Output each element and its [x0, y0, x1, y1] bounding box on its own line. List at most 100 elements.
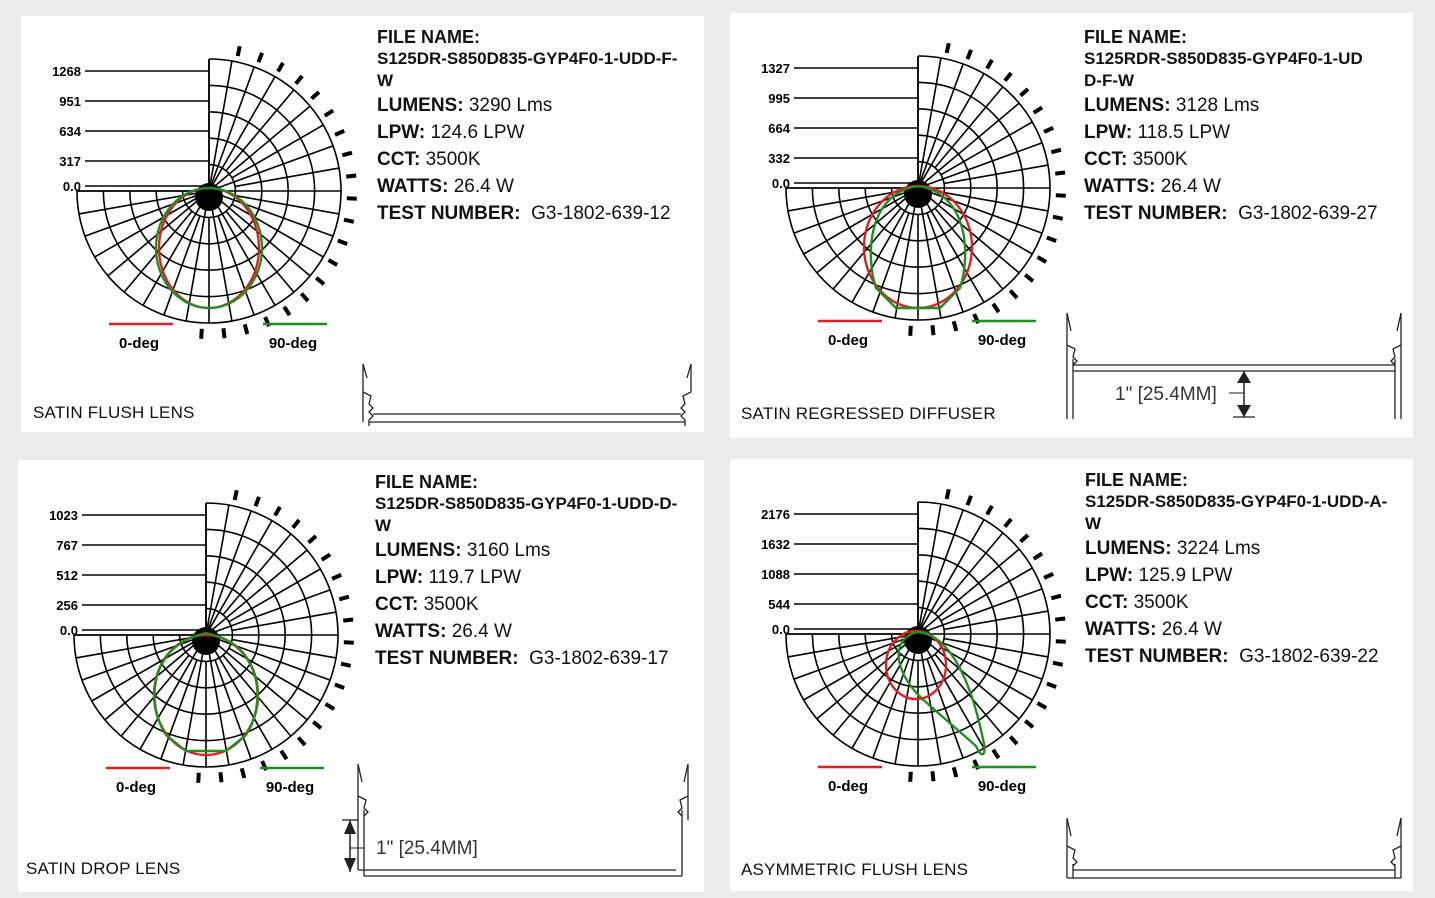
angle-label-mark — [965, 49, 973, 60]
angle-label-mark — [930, 325, 936, 336]
angle-label-mark — [282, 305, 292, 317]
scale-label: 0.0 — [63, 179, 81, 194]
angle-label-mark — [1055, 170, 1066, 176]
angle-label-mark — [235, 45, 242, 57]
lumens-value: 3224 Lms — [1176, 538, 1261, 559]
grid-spoke — [922, 548, 1020, 631]
curve-90-deg — [869, 184, 967, 310]
angle-label-mark — [1050, 593, 1062, 601]
grid-spoke — [918, 503, 942, 629]
distribution-curves — [862, 184, 974, 310]
angle-label-mark — [1046, 681, 1057, 689]
lpw-value: 118.5 LPW — [1137, 122, 1231, 143]
file-name-value: S125DR-S850D835-GYP4F0-1-UDD-F-W — [377, 49, 678, 90]
angle-label-mark — [327, 258, 339, 267]
grid-spoke — [231, 638, 337, 659]
angle-label-mark — [334, 682, 345, 690]
grid-ring — [76, 58, 342, 324]
polar-grid — [76, 58, 342, 324]
angle-label-mark — [908, 771, 913, 782]
angle-label-mark — [341, 150, 353, 158]
angle-label-mark — [239, 767, 247, 779]
grid-spoke — [919, 63, 964, 183]
scale-label: 634 — [59, 124, 81, 139]
grid-ring — [811, 81, 1025, 295]
lpw-value: 124.6 LPW — [430, 122, 525, 143]
angle-label-mark — [323, 108, 335, 118]
watts-value: 26.4 W — [1160, 176, 1221, 197]
lens-caption: SATIN DROP LENS — [26, 859, 181, 878]
angle-label-mark — [1019, 533, 1030, 544]
legend-label-90-deg: 90-deg — [269, 335, 317, 352]
grid-spoke — [923, 142, 1043, 187]
grid-spoke — [231, 611, 337, 632]
angle-label-mark — [1032, 551, 1044, 561]
polar-candela-diagram: 1023 767 512 256 0.0 0-deg 90-deg — [49, 489, 354, 796]
legend-label-90-deg: 90-deg — [266, 779, 314, 796]
angle-label-mark — [1019, 87, 1030, 98]
grid-spoke — [207, 510, 252, 630]
legend-label-0-deg: 0-deg — [119, 335, 159, 352]
lumens-row: LUMENS: 3160 Lms — [375, 540, 551, 561]
angle-label-mark — [343, 617, 354, 623]
grid-spoke — [81, 636, 201, 681]
polar-grid — [73, 502, 339, 768]
grid-spoke — [211, 195, 276, 306]
grid-spoke — [211, 76, 276, 187]
grid-spoke — [816, 637, 914, 720]
cct-value: 3500K — [425, 149, 481, 170]
angle-label-mark — [256, 52, 264, 63]
angle-label-mark — [1008, 735, 1019, 746]
grid-spoke — [228, 568, 321, 623]
angle-label-mark — [324, 702, 336, 711]
grid-spoke — [231, 124, 324, 179]
test-number-value: G3-1802-639-27 — [1238, 203, 1378, 224]
grid-spoke — [214, 145, 334, 190]
watts-row: WATTS: 26.4 W — [375, 621, 512, 642]
scale-label: 0.0 — [60, 623, 78, 638]
lpw-value: 119.7 LPW — [428, 567, 522, 588]
scale-label: 767 — [56, 538, 78, 553]
angle-label-mark — [232, 489, 239, 501]
polar-hub — [192, 627, 220, 655]
grid-spoke — [84, 192, 204, 237]
grid-spoke — [160, 659, 198, 760]
scale-label: 951 — [59, 94, 81, 109]
grid-spoke — [231, 203, 324, 258]
grid-spoke — [919, 509, 964, 629]
grid-spoke — [832, 653, 902, 736]
lpw-row: LPW: 119.7 LPW — [375, 567, 522, 588]
angle-label-mark — [1036, 255, 1048, 264]
watts-value: 26.4 W — [453, 176, 514, 197]
angle-label-mark — [1008, 289, 1019, 300]
angle-label-mark — [276, 61, 285, 73]
test-number-value: G3-1802-639-12 — [531, 203, 671, 224]
angle-label-mark — [199, 328, 204, 339]
dimension-label: 1" [25.4MM] — [1115, 384, 1217, 405]
grid-spoke — [142, 195, 207, 306]
lens-profile-drawing — [362, 363, 692, 426]
angle-label-mark — [1023, 719, 1035, 729]
grid-spoke — [920, 192, 985, 303]
lpw-row: LPW: 118.5 LPW — [1084, 122, 1231, 143]
angle-label-mark — [985, 504, 994, 516]
scale-label: 332 — [768, 151, 790, 166]
polar-candela-diagram: 1268 951 634 317 0.0 0-deg 90-deg — [52, 45, 357, 352]
cct-value: 3500K — [1132, 149, 1188, 170]
grid-spoke — [803, 636, 914, 701]
grid-ring — [838, 554, 998, 714]
angle-label-mark — [1055, 639, 1066, 644]
angle-label-mark — [320, 552, 332, 562]
scale-label: 317 — [59, 154, 81, 169]
lumens-value: 3128 Lms — [1175, 95, 1260, 116]
dimension-label: 1" [25.4MM] — [376, 838, 478, 859]
grid-spoke — [943, 164, 1049, 185]
scale-label: 1632 — [761, 537, 790, 552]
legend-label-90-deg: 90-deg — [978, 332, 1026, 349]
file-name-value: S125DR-S850D835-GYP4F0-1-UDD-D-W — [375, 494, 678, 535]
grid-spoke — [943, 610, 1049, 631]
angle-label-mark — [1023, 273, 1035, 283]
angle-label-mark — [338, 594, 350, 602]
grid-ring — [102, 84, 316, 298]
grid-spoke — [209, 60, 233, 186]
